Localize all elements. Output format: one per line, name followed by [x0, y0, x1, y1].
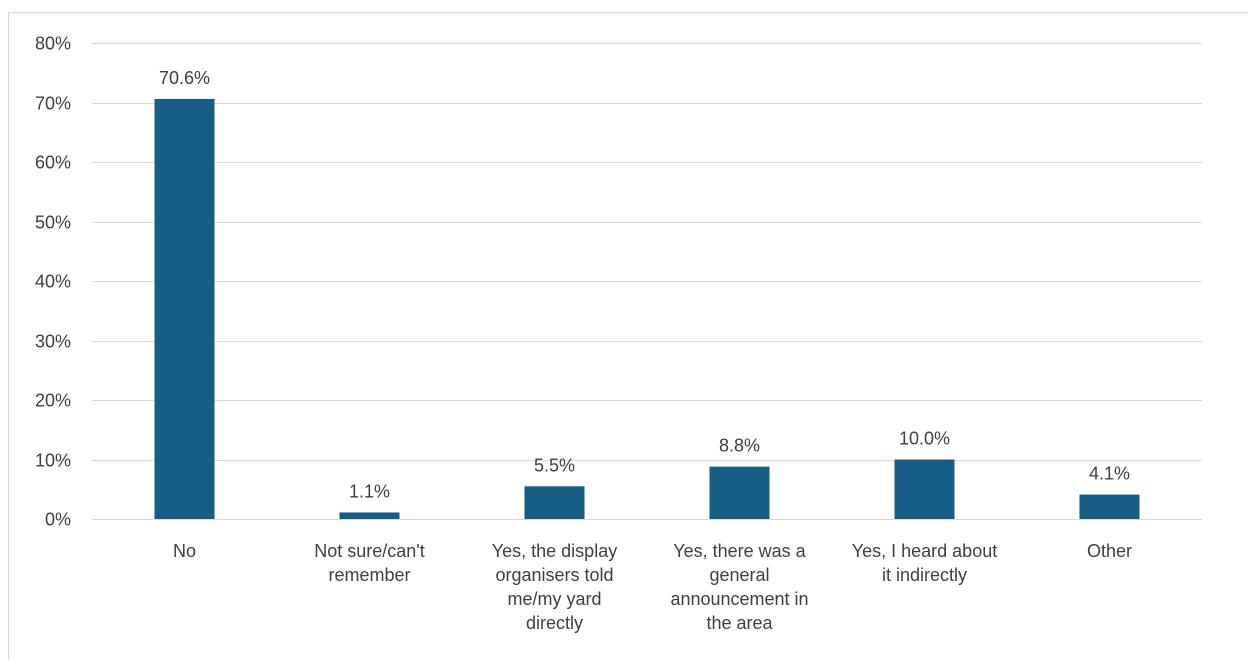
category-label: Other [1087, 541, 1132, 561]
category-labels: No Not sure/can't remember Yes, the display… [173, 541, 1132, 633]
bar-chart: 0% 10% 20% 30% 40% 50% 60% 70% 80% 70.6% 1.1% 5.5%… [35, 34, 1202, 633]
category-label-line: Other [1087, 541, 1132, 561]
category-label-line: Not sure/can't [314, 541, 425, 561]
category-label-line: Yes, I heard about [852, 541, 997, 561]
category-label: Yes, I heard about it indirectly [852, 541, 997, 585]
bar [1079, 494, 1140, 519]
data-labels: 70.6% 1.1% 5.5% 8.8% 10.0% 4.1% [159, 68, 1130, 502]
y-tick-label: 20% [35, 391, 71, 411]
data-label: 4.1% [1089, 464, 1130, 484]
category-label-line: general [709, 565, 769, 585]
category-label: Yes, the display organisers told me/my yar… [492, 541, 617, 633]
category-label: Not sure/can't remember [314, 541, 425, 585]
category-label: Yes, there was a general announcement in th… [670, 541, 808, 633]
category-label-line: remember [328, 565, 410, 585]
y-tick-label: 80% [35, 34, 71, 54]
chart-frame: 0% 10% 20% 30% 40% 50% 60% 70% 80% 70.6% 1.1% 5.5%… [8, 12, 1248, 660]
bar [524, 486, 585, 519]
category-label-line: Yes, there was a [673, 541, 806, 561]
data-label: 10.0% [899, 429, 950, 449]
data-label: 1.1% [349, 481, 390, 501]
category-label-line: directly [526, 613, 583, 633]
category-label-line: me/my yard [507, 589, 601, 609]
category-label-line: Yes, the display [492, 541, 617, 561]
bar [709, 466, 770, 519]
y-tick-label: 30% [35, 332, 71, 352]
y-tick-label: 50% [35, 213, 71, 233]
data-label: 5.5% [534, 455, 575, 475]
y-tick-label: 40% [35, 272, 71, 292]
category-label-line: organisers told [495, 565, 613, 585]
bars [154, 98, 1140, 520]
y-tick-label: 70% [35, 94, 71, 114]
category-label-line: the area [706, 613, 773, 633]
y-tick-label: 10% [35, 451, 71, 471]
bar [339, 512, 400, 519]
category-label: No [173, 541, 196, 561]
bar [154, 98, 215, 520]
bar [894, 459, 955, 519]
data-label: 70.6% [159, 68, 210, 88]
data-label: 8.8% [719, 436, 760, 456]
category-label-line: it indirectly [882, 565, 967, 585]
y-tick-label: 60% [35, 153, 71, 173]
y-tick-label: 0% [45, 510, 71, 530]
y-axis-tick-labels: 0% 10% 20% 30% 40% 50% 60% 70% 80% [35, 34, 71, 530]
category-label-line: announcement in [670, 589, 808, 609]
gridlines [92, 43, 1202, 520]
category-label-line: No [173, 541, 196, 561]
